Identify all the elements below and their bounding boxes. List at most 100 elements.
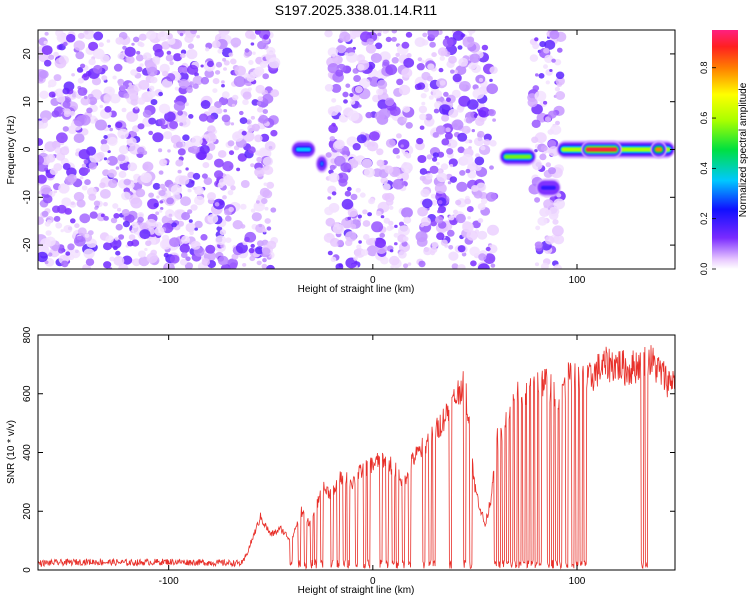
spectrogram-noise-blob [438,67,444,73]
spectrogram-noise-blob [461,154,474,165]
spectrogram-noise-blob [453,209,458,215]
spectrogram-noise-blob [188,219,193,223]
spectrogram-noise-blob [217,182,224,189]
spectrogram-noise-blob [230,122,235,126]
spectrogram-noise-blob [169,120,179,130]
spectrogram-noise-blob [79,213,91,224]
spectrogram-noise-blob [398,225,410,236]
spectrogram-noise-blob [457,132,468,142]
spectrogram-noise-blob [44,141,57,152]
spectrogram-noise-blob [552,225,564,237]
spectrogram-noise-blob [128,234,136,241]
spectrogram-noise-blob [55,222,63,229]
spectrogram-noise-blob [137,123,145,130]
spectrogram-noise-blob [39,90,49,100]
spectrogram-noise-blob [342,91,349,98]
spectrogram-noise-blob [207,60,214,68]
colorbar-tick-label: 0.6 [699,112,709,125]
spectrogram-noise-blob [459,170,466,176]
spectrogram-noise-blob [118,145,129,155]
spectrogram-noise-blob [421,101,426,106]
spectrogram-noise-blob [223,175,234,185]
spectrogram-noise-blob [259,147,268,156]
spectrogram-noise-blob [377,32,382,37]
spectrogram-noise-blob [130,69,138,76]
x-tick-label: -100 [159,275,179,286]
y-tick-label: 10 [22,96,33,108]
spectrogram-noise-blob [178,72,189,82]
spectrogram-noise-blob [429,165,439,174]
spectrogram-noise-blob [434,183,447,194]
spectrogram-noise-blob [432,89,443,99]
spectrogram-noise-blob [385,36,392,43]
spectrogram-noise-blob [355,187,361,193]
spectrogram-noise-blob [212,78,220,85]
spectrogram-noise-blob [394,242,398,246]
spectrogram-noise-blob [481,44,489,51]
spectrogram-noise-blob [487,224,499,236]
spectrogram-noise-blob [473,190,483,199]
spectrogram-noise-blob [131,42,135,46]
spectrogram-noise-blob [58,109,63,114]
spectrogram-noise-blob [185,256,191,262]
spectrogram-noise-blob [448,251,459,261]
spectrogram-noise-blob [150,99,158,106]
spectrogram-noise-blob [466,206,474,213]
spectrogram-noise-blob [51,110,60,118]
spectrogram-noise-blob [270,207,277,213]
spectrogram-noise-blob [406,53,412,58]
spectrogram-noise-blob [98,42,104,48]
spectrogram-noise-blob [230,37,242,48]
spectrogram-noise-blob [177,148,186,156]
spectrogram-noise-blob [256,156,263,163]
spectrogram-noise-blob [59,146,70,156]
spectrogram-noise-blob [405,153,412,159]
spectrogram-noise-blob [251,212,262,222]
spectrogram-noise-blob [158,148,163,153]
spectrogram-noise-blob [71,73,75,77]
spectrogram-noise-blob [425,173,433,180]
spectrogram-noise-blob [469,53,481,63]
spectrogram-noise-blob [176,113,187,124]
spectrogram-noise-blob [362,209,368,215]
spectrogram-noise-blob [264,141,276,151]
spectrogram-noise-blob [374,111,385,121]
spectrogram-noise-blob [468,62,477,70]
spectrogram-noise-blob [532,160,543,171]
spectrogram-noise-blob [555,91,566,100]
spectrogram-noise-blob [401,67,413,78]
spectrogram-noise-blob [471,129,475,133]
spectrogram-noise-blob [396,155,401,159]
spectrogram-noise-blob [372,168,383,178]
spectrogram-noise-blob [56,94,66,103]
spectrogram-noise-blob [109,93,121,104]
spectrogram-noise-blob [51,244,60,252]
spectrogram-noise-blob [347,208,358,218]
spectrogram-noise-blob [403,117,408,121]
spectrogram-noise-blob [391,30,397,34]
spectrogram-noise-blob [207,125,216,134]
spectrogram-noise-blob [417,57,423,62]
spectrogram-noise-blob [95,119,107,131]
spectrogram-noise-blob [135,54,144,62]
spectrogram-noise-blob [396,133,402,139]
spectrogram-noise-blob [400,144,404,148]
spectrogram-noise-blob [121,209,130,217]
spectrogram-noise-blob [99,182,106,189]
spectrogram-noise-blob [359,78,371,89]
spectrogram-noise-blob [127,162,138,172]
spectrogram-noise-blob [341,217,353,229]
spectrogram-noise-blob [544,39,556,50]
spectrogram-noise-blob [266,240,277,250]
spectrogram-noise-blob [248,247,255,254]
spectrogram-noise-blob [242,91,252,100]
spectrogram-noise-blob [158,103,171,114]
spectrogram-noise-blob [331,191,337,196]
spectrogram-noise-blob [330,256,337,262]
spectrogram-noise-blob [391,36,397,42]
spectrogram-noise-blob [466,230,478,241]
spectrogram-noise-blob [87,187,97,197]
spectrogram-noise-blob [261,247,271,256]
spectrogram-noise-blob [145,240,152,247]
colorbar: 0.0 0.2 0.4 0.6 0.8 Normalized spectral ampl… [699,30,749,275]
